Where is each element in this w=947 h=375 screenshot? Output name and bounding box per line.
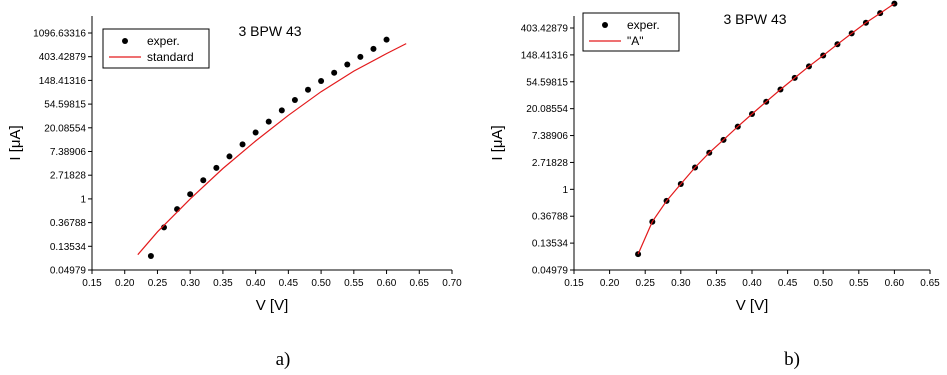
chart-panel-b: 0.15 0.20 0.25 0.30 0.35 0.40 0.45 0.50 0.55 0.60…	[489, 0, 940, 370]
legend-label: "A"	[627, 34, 644, 48]
x-tick-label: 0.65	[920, 278, 940, 289]
x-tick-label: 0.65	[410, 278, 430, 289]
data-point	[357, 53, 364, 60]
panel-label: b)	[784, 349, 800, 370]
x-axis-title: V [V]	[736, 297, 769, 314]
x-axis-title: V [V]	[256, 297, 289, 314]
x-tick-label: 0.35	[213, 278, 233, 289]
data-point	[174, 206, 181, 213]
y-tick-label: 1096.63316	[33, 29, 86, 40]
y-tick-label: 0.04979	[50, 266, 87, 277]
y-tick-label: 0.36788	[50, 218, 87, 229]
y-tick-label: 2.71828	[50, 171, 87, 182]
chart-panel-a: 0.15 0.20 0.25 0.30 0.35 0.40 0.45 0.50 0.55 0.60…	[7, 16, 462, 370]
x-tick-label: 0.15	[564, 278, 584, 289]
legend-box	[102, 28, 210, 69]
y-tick-label: 20.08554	[44, 123, 86, 134]
x-tick-label: 0.60	[377, 278, 397, 289]
y-axis-title: I [μA]	[7, 125, 24, 160]
x-tick-label: 0.20	[600, 278, 620, 289]
y-tick-label: 148.41316	[39, 76, 87, 87]
chart-title: 3 BPW 43	[238, 23, 301, 39]
data-point	[213, 164, 220, 171]
data-point	[344, 61, 351, 68]
y-tick-label: 1	[562, 185, 568, 196]
x-tick-label: 0.40	[246, 278, 266, 289]
y-tick-label: 7.38906	[532, 131, 569, 142]
legend-label: standard	[147, 50, 194, 64]
x-tick-label: 0.55	[849, 278, 869, 289]
panel-label: a)	[276, 349, 291, 370]
y-tick-label: 54.59815	[526, 77, 568, 88]
legend-marker-swatch	[602, 22, 608, 28]
chart-title: 3 BPW 43	[723, 11, 786, 27]
x-tick-label: 0.20	[115, 278, 135, 289]
x-tick-label: 0.50	[311, 278, 331, 289]
y-tick-label: 0.13534	[50, 242, 87, 253]
data-point	[305, 86, 311, 93]
y-tick-label: 403.42879	[39, 52, 87, 63]
y-tick-label: 148.41316	[521, 50, 569, 61]
x-tick-label: 0.60	[885, 278, 905, 289]
data-point	[226, 153, 233, 160]
x-tick-label: 0.40	[742, 278, 762, 289]
y-tick-label: 0.04979	[532, 266, 569, 277]
legend-box	[582, 12, 680, 52]
data-point	[331, 69, 338, 76]
y-tick-label: 1	[80, 194, 86, 205]
series-line-1	[137, 43, 407, 256]
x-tick-label: 0.45	[279, 278, 299, 289]
y-tick-label: 403.42879	[521, 24, 569, 35]
y-tick-label: 2.71828	[532, 158, 569, 169]
data-point	[252, 129, 259, 136]
x-tick-label: 0.15	[82, 278, 102, 289]
data-point	[239, 141, 246, 148]
x-tick-label: 0.30	[671, 278, 691, 289]
x-tick-label: 0.25	[635, 278, 655, 289]
data-point	[318, 77, 325, 84]
x-tick-label: 0.70	[442, 278, 462, 289]
data-point	[265, 118, 272, 125]
x-tick-label: 0.30	[180, 278, 200, 289]
y-tick-label: 54.59815	[44, 100, 86, 111]
x-tick-label: 0.45	[778, 278, 798, 289]
data-point	[278, 107, 285, 114]
y-tick-label: 0.13534	[532, 239, 569, 250]
data-point	[370, 45, 377, 52]
data-point	[291, 96, 298, 103]
x-tick-label: 0.25	[148, 278, 168, 289]
series-line-1	[637, 3, 895, 255]
data-point	[187, 191, 194, 198]
legend-label: exper.	[147, 34, 180, 48]
legend-label: exper.	[627, 18, 660, 32]
y-tick-label: 20.08554	[526, 104, 568, 115]
x-tick-label: 0.55	[344, 278, 364, 289]
x-tick-label: 0.50	[813, 278, 833, 289]
x-tick-label: 0.35	[707, 278, 727, 289]
y-axis-title: I [μA]	[489, 125, 506, 160]
legend-marker-swatch	[122, 38, 128, 44]
data-point	[147, 252, 154, 259]
y-tick-label: 7.38906	[50, 147, 87, 158]
y-tick-label: 0.36788	[532, 212, 569, 223]
data-point	[383, 36, 390, 43]
data-point	[200, 177, 207, 184]
